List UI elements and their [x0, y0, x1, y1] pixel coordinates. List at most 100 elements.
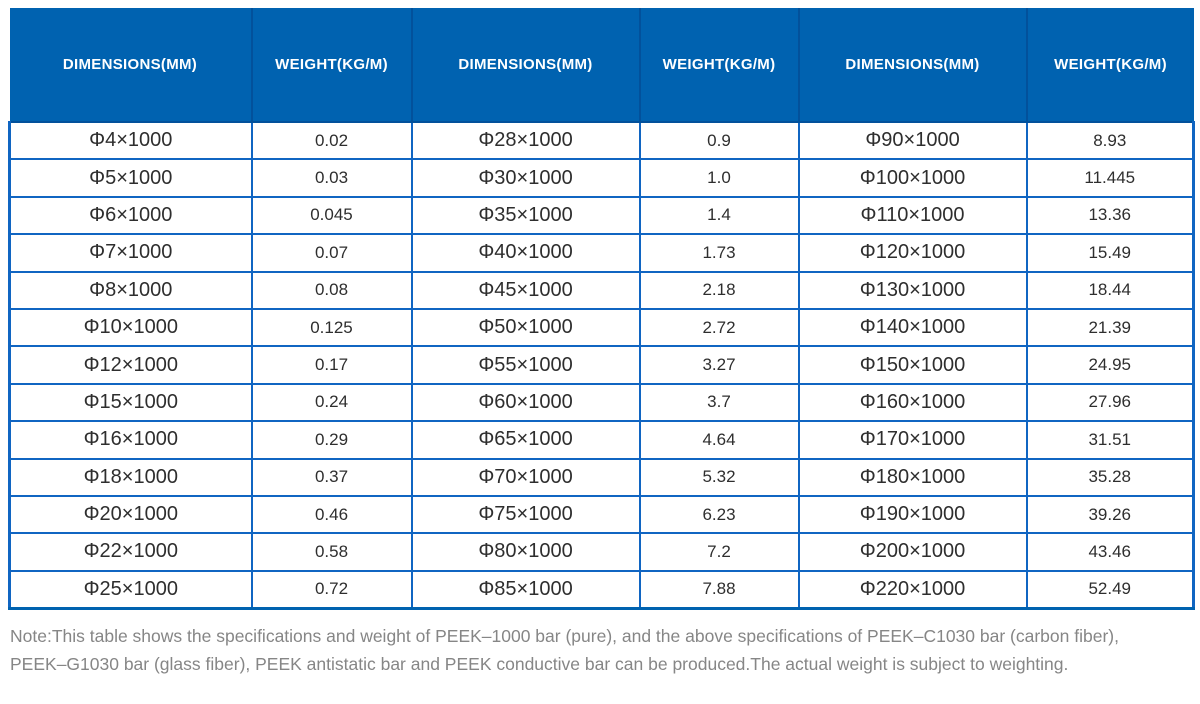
header-row: DIMENSIONS(MM) WEIGHT(KG/M) DIMENSIONS(M… — [9, 8, 1194, 123]
table-header: DIMENSIONS(MM) WEIGHT(KG/M) DIMENSIONS(M… — [9, 8, 1194, 123]
dimension-cell: Φ75×1000 — [410, 494, 641, 535]
weight-cell: 0.46 — [250, 494, 413, 535]
weight-cell: 3.27 — [638, 345, 800, 385]
dimension-cell: Φ120×1000 — [797, 233, 1028, 273]
weight-cell: 7.2 — [638, 532, 800, 572]
column-header-dimensions-2: DIMENSIONS(MM) — [410, 8, 640, 123]
dimension-cell: Φ60×1000 — [410, 382, 641, 423]
weight-cell: 18.44 — [1025, 270, 1195, 310]
table-row: Φ15×1000 0.24 Φ60×1000 3.7 Φ160×1000 27.96 — [8, 382, 1195, 423]
weight-cell: 13.36 — [1025, 195, 1195, 236]
dimension-cell: Φ10×1000 — [8, 307, 253, 348]
weight-cell: 1.4 — [638, 195, 800, 236]
dimension-cell: Φ80×1000 — [410, 532, 641, 572]
dimension-cell: Φ28×1000 — [410, 120, 641, 161]
table-row: Φ7×1000 0.07 Φ40×1000 1.73 Φ120×1000 15.49 — [8, 233, 1195, 273]
table-row: Φ16×1000 0.29 Φ65×1000 4.64 Φ170×1000 31.51 — [8, 420, 1195, 460]
weight-cell: 4.64 — [638, 420, 800, 460]
weight-cell: 27.96 — [1025, 382, 1195, 423]
column-header-weight-1: WEIGHT(KG/M) — [250, 8, 412, 123]
dimension-cell: Φ65×1000 — [410, 420, 641, 460]
weight-cell: 0.125 — [250, 307, 413, 348]
dimension-cell: Φ45×1000 — [410, 270, 641, 310]
weight-cell: 1.0 — [638, 158, 800, 198]
weight-cell: 0.58 — [250, 532, 413, 572]
dimension-cell: Φ5×1000 — [8, 158, 253, 198]
weight-cell: 15.49 — [1025, 233, 1195, 273]
dimension-cell: Φ140×1000 — [797, 307, 1028, 348]
weight-cell: 0.72 — [250, 569, 413, 610]
weight-cell: 0.37 — [250, 457, 413, 497]
weight-cell: 2.72 — [638, 307, 800, 348]
weight-cell: 0.9 — [638, 120, 800, 161]
weight-cell: 31.51 — [1025, 420, 1195, 460]
dimension-cell: Φ18×1000 — [8, 457, 253, 497]
weight-cell: 35.28 — [1025, 457, 1195, 497]
table-row: Φ20×1000 0.46 Φ75×1000 6.23 Φ190×1000 39.26 — [8, 494, 1195, 535]
weight-cell: 0.24 — [250, 382, 413, 423]
dimension-cell: Φ4×1000 — [8, 120, 253, 161]
dimension-cell: Φ180×1000 — [797, 457, 1028, 497]
weight-cell: 0.08 — [250, 270, 413, 310]
table-row: Φ4×1000 0.02 Φ28×1000 0.9 Φ90×1000 8.93 — [8, 120, 1195, 161]
dimension-cell: Φ50×1000 — [410, 307, 641, 348]
weight-cell: 3.7 — [638, 382, 800, 423]
column-header-weight-3: WEIGHT(KG/M) — [1025, 8, 1194, 123]
dimension-cell: Φ7×1000 — [8, 233, 253, 273]
dimension-cell: Φ16×1000 — [8, 420, 253, 460]
table-row: Φ8×1000 0.08 Φ45×1000 2.18 Φ130×1000 18.44 — [8, 270, 1195, 310]
table-row: Φ22×1000 0.58 Φ80×1000 7.2 Φ200×1000 43.46 — [8, 532, 1195, 572]
weight-cell: 7.88 — [638, 569, 800, 610]
dimension-cell: Φ160×1000 — [797, 382, 1028, 423]
dimension-cell: Φ30×1000 — [410, 158, 641, 198]
page: DIMENSIONS(MM) WEIGHT(KG/M) DIMENSIONS(M… — [0, 8, 1200, 704]
table-body: Φ4×1000 0.02 Φ28×1000 0.9 Φ90×1000 8.93 Φ5×100… — [8, 120, 1195, 610]
dimension-cell: Φ90×1000 — [797, 120, 1028, 161]
dimension-cell: Φ22×1000 — [8, 532, 253, 572]
weight-cell: 39.26 — [1025, 494, 1195, 535]
table-row: Φ18×1000 0.37 Φ70×1000 5.32 Φ180×1000 35.28 — [8, 457, 1195, 497]
dimension-cell: Φ100×1000 — [797, 158, 1028, 198]
weight-cell: 5.32 — [638, 457, 800, 497]
weight-cell: 6.23 — [638, 494, 800, 535]
weight-cell: 0.045 — [250, 195, 413, 236]
column-header-dimensions-3: DIMENSIONS(MM) — [797, 8, 1027, 123]
dimension-cell: Φ55×1000 — [410, 345, 641, 385]
weight-cell: 43.46 — [1025, 532, 1195, 572]
weight-cell: 24.95 — [1025, 345, 1195, 385]
dimension-cell: Φ25×1000 — [8, 569, 253, 610]
weight-cell: 8.93 — [1025, 120, 1195, 161]
dimension-cell: Φ110×1000 — [797, 195, 1028, 236]
dimension-cell: Φ70×1000 — [410, 457, 641, 497]
weight-cell: 52.49 — [1025, 569, 1195, 610]
weight-cell: 21.39 — [1025, 307, 1195, 348]
table-row: Φ5×1000 0.03 Φ30×1000 1.0 Φ100×1000 11.445 — [8, 158, 1195, 198]
weight-cell: 11.445 — [1025, 158, 1195, 198]
table-row: Φ6×1000 0.045 Φ35×1000 1.4 Φ110×1000 13.36 — [8, 195, 1195, 236]
note-line-1: Note:This table shows the specifications… — [10, 625, 1119, 646]
dimension-cell: Φ35×1000 — [410, 195, 641, 236]
weight-cell: 0.03 — [250, 158, 413, 198]
spec-table: DIMENSIONS(MM) WEIGHT(KG/M) DIMENSIONS(M… — [8, 8, 1195, 610]
weight-cell: 0.07 — [250, 233, 413, 273]
column-header-weight-2: WEIGHT(KG/M) — [638, 8, 799, 123]
weight-cell: 2.18 — [638, 270, 800, 310]
dimension-cell: Φ40×1000 — [410, 233, 641, 273]
table-row: Φ12×1000 0.17 Φ55×1000 3.27 Φ150×1000 24.95 — [8, 345, 1195, 385]
note-line-2: PEEK–G1030 bar (glass fiber), PEEK antis… — [10, 653, 1069, 674]
weight-cell: 1.73 — [638, 233, 800, 273]
dimension-cell: Φ190×1000 — [797, 494, 1028, 535]
dimension-cell: Φ6×1000 — [8, 195, 253, 236]
dimension-cell: Φ150×1000 — [797, 345, 1028, 385]
dimension-cell: Φ15×1000 — [8, 382, 253, 423]
dimension-cell: Φ8×1000 — [8, 270, 253, 310]
table-row: Φ10×1000 0.125 Φ50×1000 2.72 Φ140×1000 21.39 — [8, 307, 1195, 348]
table-row: Φ25×1000 0.72 Φ85×1000 7.88 Φ220×1000 52.49 — [8, 569, 1195, 610]
dimension-cell: Φ12×1000 — [8, 345, 253, 385]
note-text: Note:This table shows the specifications… — [10, 622, 1192, 678]
dimension-cell: Φ85×1000 — [410, 569, 641, 610]
column-header-dimensions-1: DIMENSIONS(MM) — [9, 8, 252, 123]
weight-cell: 0.17 — [250, 345, 413, 385]
weight-cell: 0.02 — [250, 120, 413, 161]
weight-cell: 0.29 — [250, 420, 413, 460]
